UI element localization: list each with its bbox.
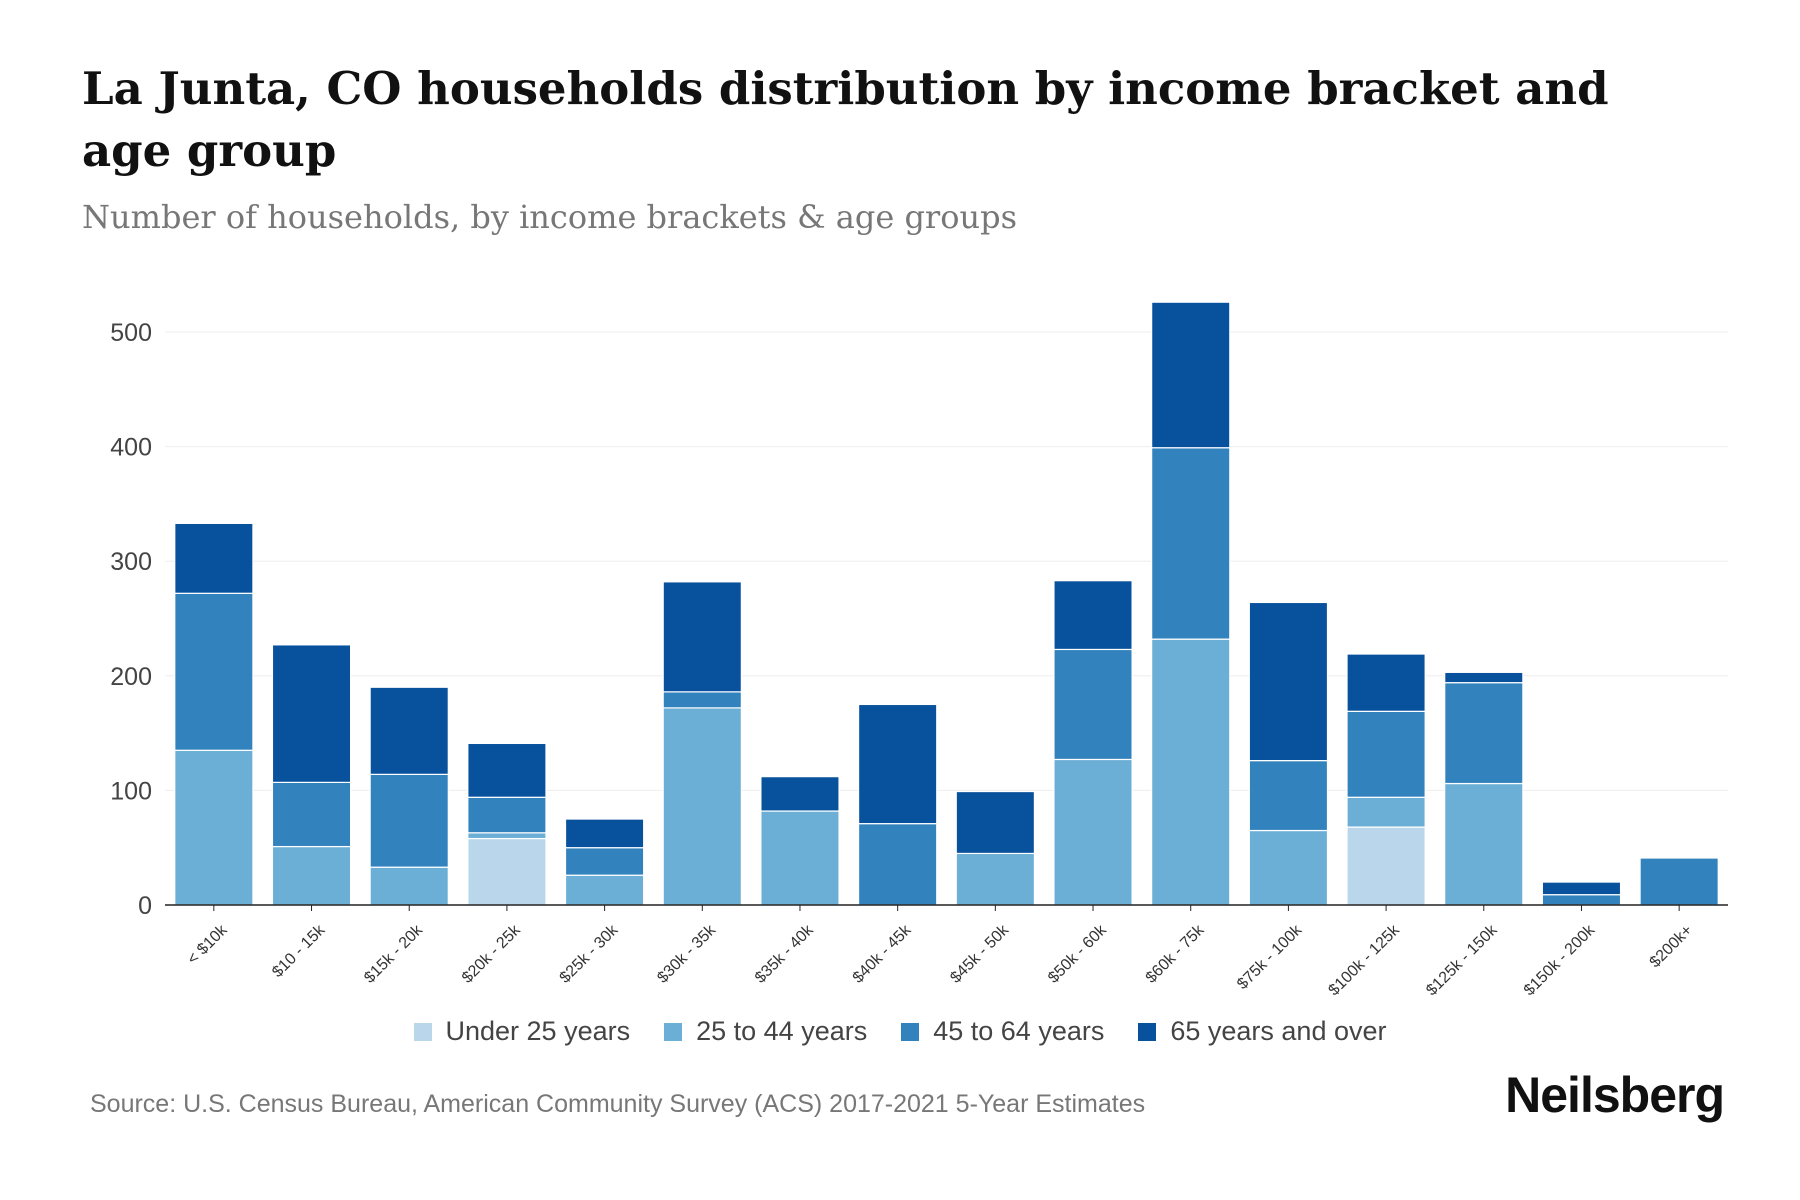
bar-segment-45-to-64-years[interactable] — [1444, 682, 1524, 785]
x-tick-label: $100k - 125k — [1325, 921, 1403, 999]
bar-segment-65-years-and-over[interactable] — [760, 776, 840, 812]
x-tick-label: $30k - 35k — [654, 921, 720, 987]
bar-segment-45-to-64-years[interactable] — [662, 691, 742, 709]
bar-segment-25-to-44-years[interactable] — [467, 832, 547, 840]
bar-segment-45-to-64-years[interactable] — [369, 773, 449, 868]
bar-segment-25-to-44-years[interactable] — [1346, 796, 1426, 828]
x-tick-label: $200k+ — [1647, 922, 1696, 971]
bar-segment-65-years-and-over[interactable] — [1053, 580, 1133, 651]
x-tick-label: $35k - 40k — [752, 921, 818, 987]
y-tick-label: 100 — [110, 777, 152, 805]
bar-segment-65-years-and-over[interactable] — [1248, 601, 1329, 762]
bar-segment-45-to-64-years[interactable] — [174, 592, 254, 751]
bar-segment-25-to-44-years[interactable] — [174, 749, 254, 906]
bar-segment-45-to-64-years[interactable] — [857, 823, 938, 906]
chart-subtitle: Number of households, by income brackets… — [82, 198, 1017, 236]
bar-segment-45-to-64-years[interactable] — [1248, 760, 1329, 832]
bar-segment-65-years-and-over[interactable] — [662, 581, 742, 693]
bar-segment-45-to-64-years[interactable] — [1346, 710, 1426, 798]
legend-swatch — [664, 1022, 683, 1041]
bar-segment-25-to-44-years[interactable] — [760, 810, 840, 906]
x-tick-label: $75k - 100k — [1234, 921, 1306, 993]
x-tick-label: $45k - 50k — [947, 921, 1013, 987]
y-tick-label: 200 — [110, 663, 152, 691]
legend-item[interactable]: 65 years and over — [1138, 1016, 1387, 1047]
bar-segment-45-to-64-years[interactable] — [1541, 894, 1622, 906]
bar-segment-25-to-44-years[interactable] — [1053, 758, 1133, 906]
x-tick-label: $125k - 150k — [1423, 921, 1501, 999]
y-tick-label: 500 — [110, 319, 152, 347]
bar-segment-65-years-and-over[interactable] — [271, 644, 352, 783]
bar-segment-45-to-64-years[interactable] — [1639, 857, 1719, 906]
x-tick-label: $10 - 15k — [269, 921, 329, 981]
legend-item[interactable]: 45 to 64 years — [901, 1016, 1104, 1047]
bar-segment-65-years-and-over[interactable] — [1346, 653, 1426, 712]
x-axis-ticks: < $10k $10 - 15k $15k - 20k $20k - 25k $25k … — [184, 905, 1696, 999]
neilsberg-logo: Neilsberg — [1505, 1067, 1725, 1123]
legend-label: 45 to 64 years — [933, 1016, 1105, 1046]
bar-segment-45-to-64-years[interactable] — [564, 847, 645, 876]
x-tick-label: $20k - 25k — [459, 921, 525, 987]
y-tick-label: 0 — [138, 892, 152, 920]
bar-segment-under-25-years[interactable] — [467, 837, 547, 906]
bar-segment-under-25-years[interactable] — [1346, 826, 1426, 906]
bar-segment-25-to-44-years[interactable] — [955, 852, 1036, 906]
bar-segment-65-years-and-over[interactable] — [1151, 301, 1231, 449]
bar-segment-25-to-44-years[interactable] — [1444, 782, 1524, 906]
bar-segment-45-to-64-years[interactable] — [467, 796, 547, 834]
y-tick-label: 400 — [110, 434, 152, 462]
bar-segment-65-years-and-over[interactable] — [1444, 671, 1524, 684]
y-tick-label: 300 — [110, 548, 152, 576]
x-tick-label: < $10k — [184, 921, 231, 968]
legend-label: Under 25 years — [445, 1016, 631, 1046]
legend-label: 25 to 44 years — [696, 1016, 868, 1046]
legend-item[interactable]: Under 25 years — [413, 1016, 631, 1047]
bar-segment-25-to-44-years[interactable] — [564, 874, 645, 906]
bar-segment-25-to-44-years[interactable] — [1248, 829, 1329, 906]
legend-label: 65 years and over — [1170, 1016, 1387, 1046]
legend-swatch — [1138, 1022, 1157, 1041]
x-tick-label: $40k - 45k — [850, 921, 916, 987]
bar-segment-65-years-and-over[interactable] — [1541, 881, 1622, 896]
bar-segment-45-to-64-years[interactable] — [271, 781, 352, 848]
bar-segment-45-to-64-years[interactable] — [1053, 648, 1133, 761]
bar-segment-65-years-and-over[interactable] — [174, 522, 254, 594]
bar-segment-65-years-and-over[interactable] — [955, 790, 1036, 855]
x-tick-label: $25k - 30k — [557, 921, 623, 987]
source-note: Source: U.S. Census Bureau, American Com… — [90, 1090, 1146, 1118]
chart-title: La Junta, CO households distribution by … — [82, 62, 1609, 177]
x-tick-label: $150k - 200k — [1521, 921, 1599, 999]
bar-segment-65-years-and-over[interactable] — [564, 818, 645, 849]
legend-swatch — [413, 1022, 432, 1041]
bar-segment-65-years-and-over[interactable] — [369, 686, 449, 775]
bar-segment-65-years-and-over[interactable] — [467, 742, 547, 798]
bars — [174, 301, 1719, 906]
x-tick-label: $60k - 75k — [1143, 921, 1209, 987]
x-tick-label: $50k - 60k — [1045, 921, 1111, 987]
bar-segment-25-to-44-years[interactable] — [1151, 638, 1231, 906]
legend-item[interactable]: 25 to 44 years — [664, 1016, 867, 1047]
bar-segment-25-to-44-years[interactable] — [662, 707, 742, 906]
legend-swatch — [901, 1022, 920, 1041]
y-axis-ticks: 0 100 200 300 400 500 — [110, 319, 152, 920]
bar-segment-25-to-44-years[interactable] — [369, 866, 449, 906]
bar-segment-25-to-44-years[interactable] — [271, 845, 352, 906]
bar-segment-65-years-and-over[interactable] — [857, 703, 938, 825]
legend: Under 25 years 25 to 44 years 45 to 64 yea… — [0, 1016, 1800, 1047]
bar-segment-45-to-64-years[interactable] — [1151, 447, 1231, 640]
x-tick-label: $15k - 20k — [361, 921, 427, 987]
